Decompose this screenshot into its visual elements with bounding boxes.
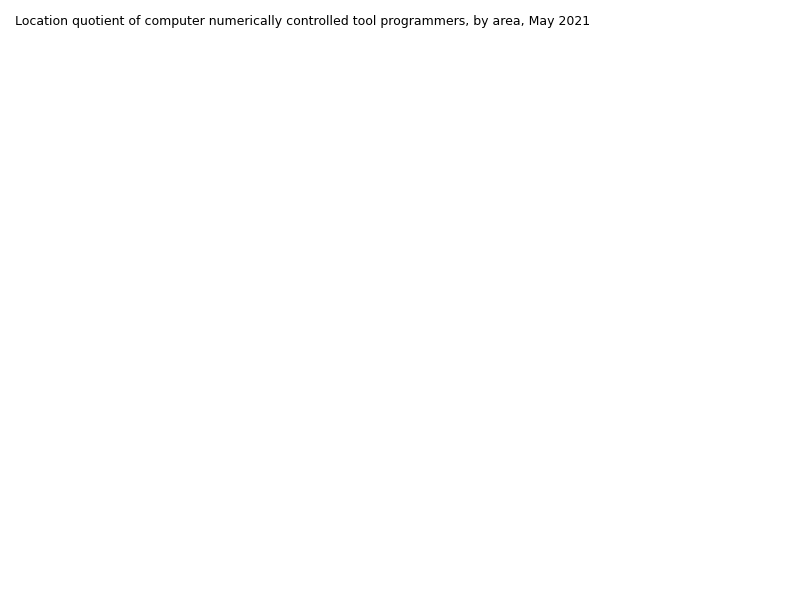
Text: Location quotient of computer numerically controlled tool programmers, by area, : Location quotient of computer numericall…: [15, 15, 590, 28]
